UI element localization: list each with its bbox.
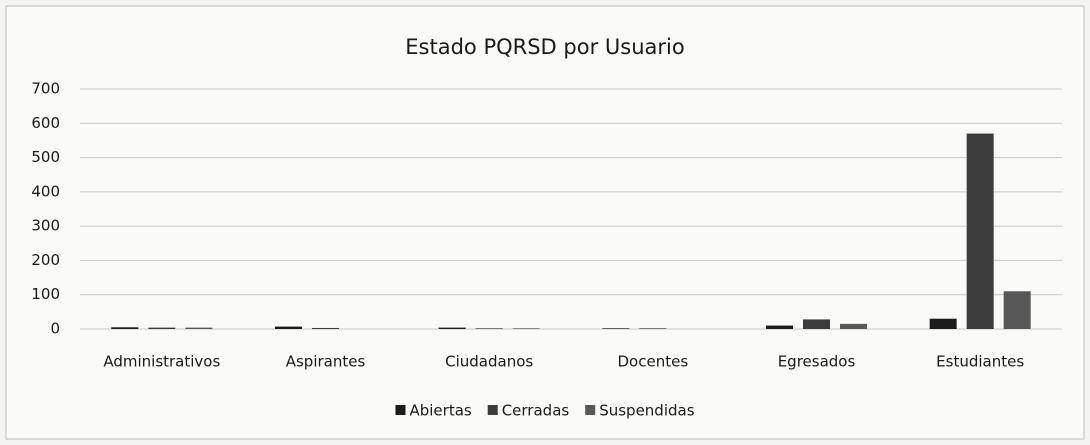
bar <box>438 327 466 329</box>
bar <box>111 327 139 329</box>
legend-swatch <box>487 405 498 415</box>
y-tick-label: 0 <box>50 320 60 338</box>
x-tick-label: Aspirantes <box>286 353 366 371</box>
bar <box>639 328 667 329</box>
y-tick-label: 600 <box>31 114 60 132</box>
legend-label: Cerradas <box>502 402 570 420</box>
legend-swatch <box>585 405 596 415</box>
x-tick-label: Ciudadanos <box>445 353 533 371</box>
bar <box>602 328 630 329</box>
chart-frame <box>5 5 1085 440</box>
bar <box>1003 291 1031 329</box>
y-tick-label: 300 <box>31 217 60 235</box>
bar <box>185 327 213 329</box>
x-tick-label: Estudiantes <box>936 353 1024 371</box>
bar <box>312 327 339 329</box>
legend-label: Abiertas <box>409 402 471 420</box>
bar <box>840 323 867 329</box>
y-tick-label: 400 <box>31 182 60 200</box>
bar <box>766 325 793 329</box>
bar <box>512 328 540 329</box>
bar <box>929 318 957 329</box>
bar <box>148 327 176 329</box>
bar <box>966 133 994 329</box>
x-tick-label: Administrativos <box>103 353 220 371</box>
y-tick-label: 700 <box>31 80 60 98</box>
chart-title: Estado PQRSD por Usuario <box>405 35 684 59</box>
legend-label: Suspendidas <box>599 402 695 420</box>
legend-swatch <box>395 405 406 415</box>
y-tick-label: 200 <box>31 251 60 269</box>
bar <box>803 319 830 329</box>
x-tick-label: Egresados <box>778 353 856 371</box>
bar <box>475 328 503 329</box>
y-tick-label: 500 <box>31 148 60 166</box>
bar <box>275 326 302 329</box>
y-tick-label: 100 <box>31 285 60 303</box>
x-tick-label: Docentes <box>618 353 689 371</box>
